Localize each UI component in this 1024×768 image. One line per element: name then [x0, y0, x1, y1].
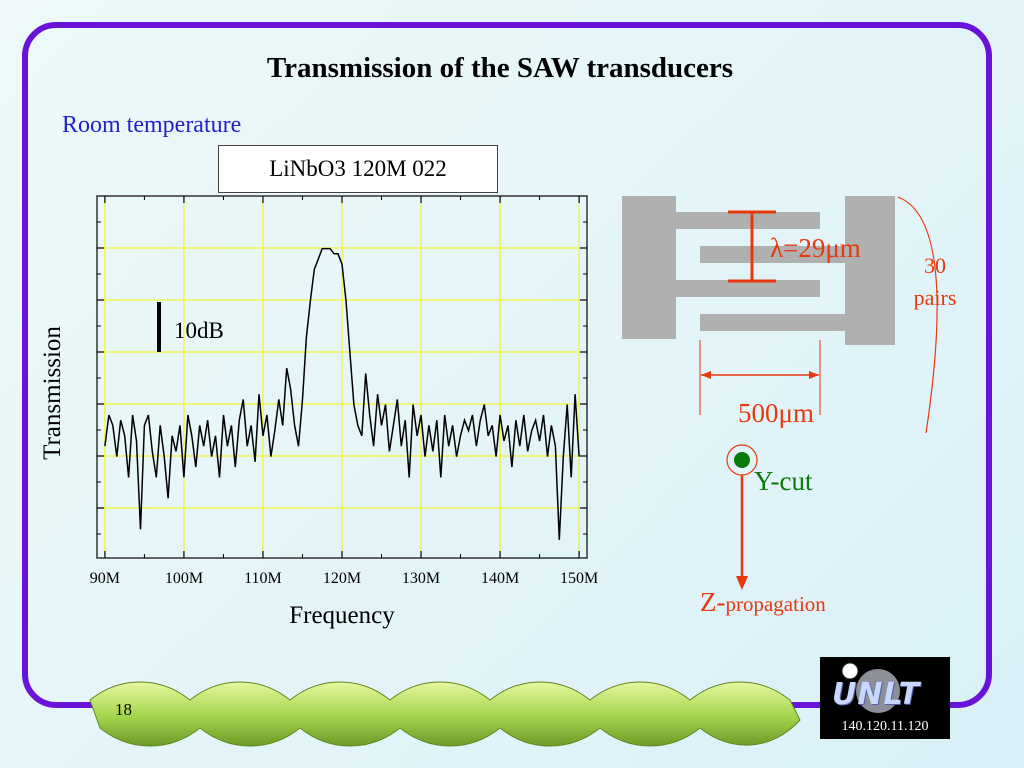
pairs-word-label: pairs: [914, 285, 957, 310]
electrode-finger: [700, 314, 845, 331]
slide-number: 18: [115, 700, 132, 719]
chart-grid: [97, 196, 587, 558]
x-tick-label: 120M: [323, 570, 361, 587]
wavelength-label: λ=29μm: [770, 233, 861, 263]
z-axis-arrow-head: [736, 576, 748, 590]
logo-graphic: [841, 662, 900, 713]
x-tick-label: 90M: [90, 570, 120, 587]
logo-wordmark: UNLT: [832, 677, 921, 712]
aperture-arrow-right: [809, 371, 819, 379]
x-tick-label: 150M: [560, 570, 598, 587]
aperture-arrow-left: [701, 371, 711, 379]
x-tick-label: 110M: [244, 570, 282, 587]
x-tick-label: 100M: [165, 570, 203, 587]
right-busbar: [845, 196, 895, 345]
scale-bar-label: 10dB: [174, 318, 224, 343]
wave-ribbon: [89, 681, 801, 747]
aperture-label: 500μm: [738, 398, 814, 428]
pairs-bracket: [897, 196, 938, 434]
series-line-transmission: [104, 247, 580, 540]
university-logo: UNLT 140.120.11.120: [820, 657, 950, 739]
left-busbar: [622, 196, 676, 339]
x-tick-label: 140M: [481, 570, 519, 587]
chart-x-axis-label: Frequency: [289, 602, 395, 629]
z-prefix: Z-: [700, 587, 725, 617]
chart-ticks: [97, 196, 587, 558]
chart-legend: LiNbO3 120M 022: [218, 145, 498, 193]
pairs-count-label: 30: [924, 253, 946, 278]
z-axis-label: Z-propagation: [700, 587, 826, 617]
logo-sphere: [856, 669, 900, 713]
logo-ball: [841, 662, 859, 680]
chart-tick-labels: 90M 100M 110M 120M 130M 140M 150M: [90, 570, 598, 587]
electrode-finger: [676, 212, 820, 229]
logo-code-text: 140.120.11.120: [841, 719, 929, 734]
slide-subtitle: Room temperature: [62, 112, 242, 138]
y-axis-symbol-dot: [734, 452, 750, 468]
electrode-finger: [700, 246, 845, 263]
x-tick-label: 130M: [402, 570, 440, 587]
slide-title: Transmission of the SAW transducers: [266, 52, 734, 84]
electrode-finger: [676, 280, 820, 297]
z-propagation-word: propagation: [725, 592, 826, 616]
y-cut-label: Y-cut: [754, 466, 813, 496]
